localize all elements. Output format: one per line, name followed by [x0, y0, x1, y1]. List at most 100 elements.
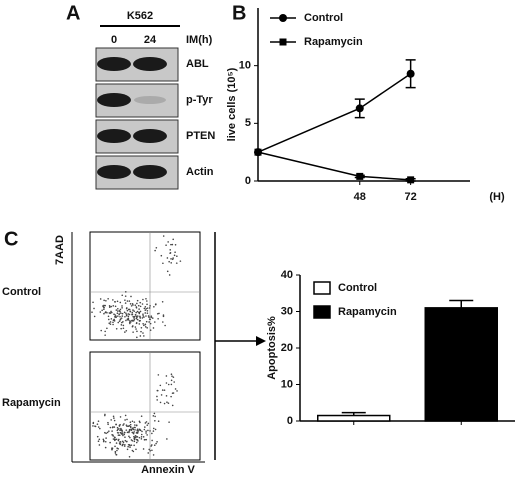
dot [119, 310, 121, 313]
dot [133, 440, 136, 443]
dot [136, 318, 139, 321]
dot [122, 434, 124, 437]
dot [129, 322, 131, 325]
dot [136, 336, 138, 339]
dot [162, 321, 164, 323]
dot [148, 318, 151, 321]
dot [168, 421, 170, 423]
dot [133, 431, 136, 433]
dot [142, 298, 144, 301]
series-line [257, 73, 412, 153]
dot [127, 445, 129, 448]
dot [161, 301, 164, 303]
dot [128, 300, 131, 302]
legend-swatch [313, 281, 331, 295]
dot [125, 312, 127, 315]
dot [122, 324, 125, 327]
flow-plot [89, 351, 201, 461]
dot [121, 305, 123, 307]
legend-marker [279, 14, 287, 22]
dot [137, 431, 139, 433]
dot [117, 307, 119, 310]
dot [99, 298, 102, 300]
dot [164, 324, 166, 327]
dot [124, 299, 126, 301]
dot [141, 303, 144, 305]
dot [133, 317, 135, 319]
dot [117, 315, 119, 317]
dot [123, 311, 126, 314]
dot [139, 429, 142, 432]
dot [176, 390, 178, 392]
dot [162, 315, 165, 318]
dot [108, 305, 111, 307]
dot [106, 327, 108, 330]
dot [120, 427, 122, 430]
dot [140, 438, 143, 440]
dot [120, 312, 122, 314]
dot [136, 436, 139, 438]
dot [106, 312, 108, 314]
dot [119, 301, 122, 304]
dot [104, 334, 106, 336]
dot [119, 315, 121, 318]
dot [107, 318, 110, 321]
dot [109, 323, 112, 325]
dot [146, 424, 149, 426]
dot [115, 309, 118, 311]
dot [170, 262, 173, 264]
dot [146, 307, 149, 309]
dot [166, 270, 169, 273]
dot [129, 426, 132, 429]
dot [121, 312, 124, 315]
dot [156, 395, 158, 398]
dot [146, 300, 148, 302]
dot [144, 438, 146, 441]
dot [112, 434, 114, 436]
dot [162, 314, 165, 316]
dot [139, 317, 142, 319]
dot [115, 315, 117, 318]
dot [141, 317, 144, 319]
dot [130, 439, 133, 441]
dot [121, 315, 124, 317]
dot [139, 301, 142, 304]
dot [154, 428, 157, 431]
dot [103, 308, 105, 311]
dot [124, 414, 127, 417]
dot [172, 238, 174, 241]
dot [120, 324, 123, 326]
dot [112, 305, 115, 307]
dot [106, 431, 109, 434]
dot [142, 314, 144, 317]
dot [128, 424, 131, 427]
dot [126, 425, 128, 427]
dot [139, 421, 141, 424]
dot [111, 447, 113, 450]
row-label: Control [2, 286, 41, 298]
dot [166, 257, 169, 259]
dot [137, 440, 139, 442]
dot [157, 317, 159, 320]
dot [146, 434, 148, 436]
dot [150, 445, 152, 447]
dot [122, 320, 124, 323]
dot [120, 429, 122, 431]
dot [175, 262, 178, 264]
dot [104, 446, 107, 449]
dot [144, 309, 147, 311]
dot [117, 428, 119, 431]
dot [170, 395, 172, 398]
dot [145, 320, 148, 323]
dot [149, 322, 152, 325]
dot [92, 301, 94, 304]
flow-y-label: 7AAD [54, 235, 66, 265]
point [407, 176, 415, 184]
dot [138, 320, 141, 322]
dot [119, 416, 122, 418]
dot [112, 321, 114, 324]
dot [126, 300, 129, 302]
dot [157, 374, 160, 376]
error-bar [449, 299, 474, 308]
